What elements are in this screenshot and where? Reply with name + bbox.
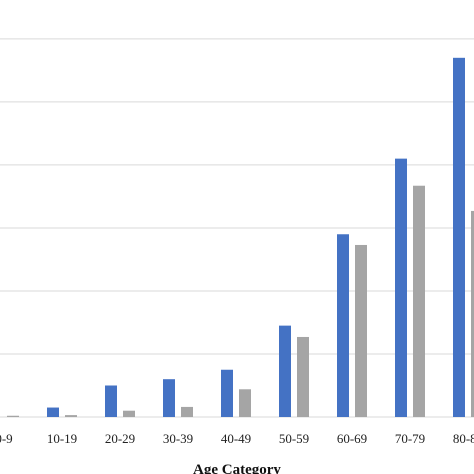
x-tick-label: 60-69 <box>337 431 367 446</box>
gridlines <box>0 38 474 418</box>
x-tick-label: 80-89 <box>453 431 474 446</box>
bar-series1-80-89 <box>453 57 465 418</box>
bar-series2-40-49 <box>239 389 251 417</box>
bar-series2-30-39 <box>181 406 193 417</box>
x-tick-label: 0-9 <box>0 431 13 446</box>
bar-series1-30-39 <box>163 379 175 417</box>
x-axis-label: Age Category <box>193 462 281 474</box>
bar-series1-10-19 <box>47 407 59 417</box>
bar-series2-60-69 <box>355 244 367 417</box>
x-tick-label: 20-29 <box>105 431 135 446</box>
x-tick-labels: 0-9 10-19 20-29 30-39 40-49 50-59 60-69 70-79 80… <box>0 431 474 446</box>
bar-series1-20-29 <box>105 385 117 417</box>
bar-series2-50-59 <box>297 336 309 417</box>
bars <box>7 57 474 418</box>
x-tick-label: 30-39 <box>163 431 193 446</box>
bar-series1-40-49 <box>221 369 233 417</box>
bar-series1-70-79 <box>395 158 407 417</box>
bar-series2-10-19 <box>65 415 77 417</box>
x-tick-label: 50-59 <box>279 431 309 446</box>
x-tick-label: 70-79 <box>395 431 425 446</box>
x-tick-label: 10-19 <box>47 431 77 446</box>
x-tick-label: 40-49 <box>221 431 251 446</box>
bar-series2-20-29 <box>123 410 135 417</box>
bar-series2-80-89 <box>471 210 474 417</box>
bar-series1-50-59 <box>279 325 291 417</box>
bar-series2-70-79 <box>413 185 425 417</box>
bar-series2-0-9 <box>7 415 19 417</box>
bar-series1-60-69 <box>337 234 349 417</box>
